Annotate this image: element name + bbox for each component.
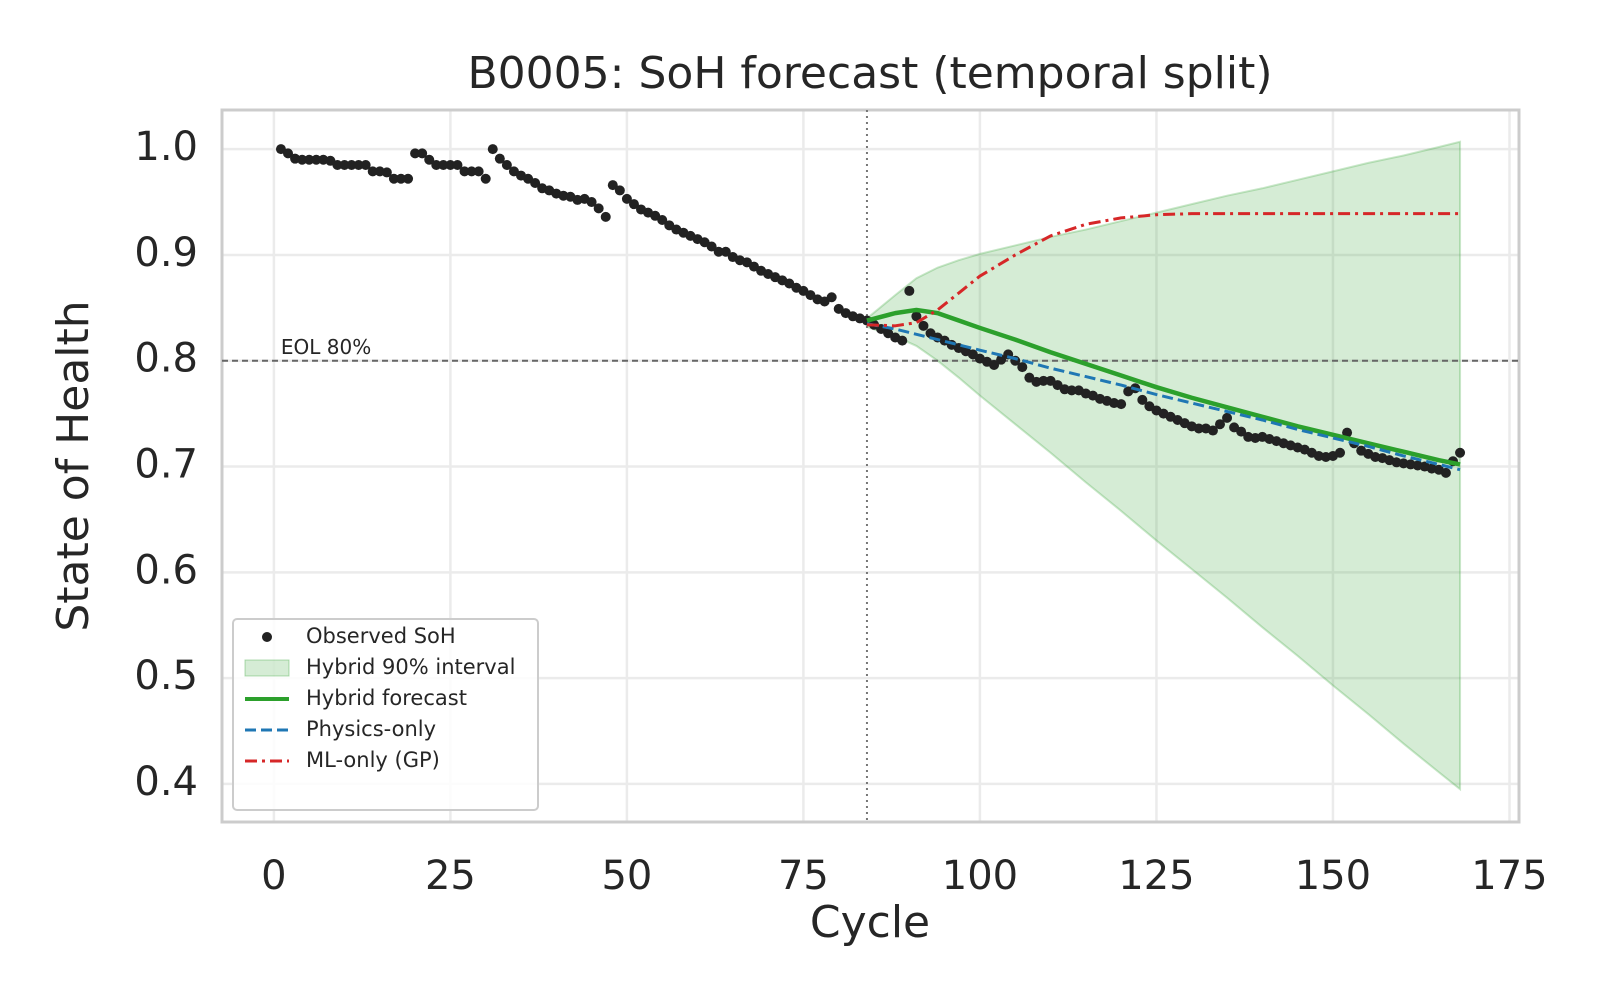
- y-tick-label: 0.7: [134, 442, 198, 488]
- legend-label: ML-only (GP): [306, 748, 440, 772]
- interval-band: [865, 140, 1462, 792]
- observed-point: [480, 173, 491, 184]
- observed-point: [904, 285, 915, 296]
- x-tick-label: 25: [425, 853, 476, 899]
- legend-label: Hybrid 90% interval: [306, 655, 515, 679]
- legend-label: Physics-only: [306, 717, 436, 741]
- forecast-line: [866, 212, 1461, 328]
- observed-point: [403, 173, 414, 184]
- observed-point: [487, 144, 498, 155]
- observed-point: [706, 241, 717, 252]
- x-tick-label: 50: [601, 853, 652, 899]
- y-tick-label: 0.5: [134, 653, 198, 699]
- observed-point: [1440, 467, 1451, 478]
- forecast-line: [866, 307, 1461, 467]
- observed-point: [996, 354, 1007, 365]
- observed-point: [367, 166, 378, 177]
- legend-label: Observed SoH: [306, 624, 456, 648]
- y-tick-label: 1.0: [134, 124, 198, 170]
- observed-point: [466, 166, 477, 177]
- observed-point: [600, 211, 611, 222]
- x-tick-label: 175: [1471, 853, 1547, 899]
- observed-point: [586, 197, 597, 208]
- y-tick-label: 0.9: [134, 230, 198, 276]
- plot-frame: [220, 108, 1521, 824]
- observed-point: [1137, 394, 1148, 405]
- y-tick-label: 0.4: [134, 759, 198, 805]
- observed-point: [720, 246, 731, 257]
- observed-point: [989, 359, 1000, 370]
- observed-point: [713, 246, 724, 257]
- observed-point: [494, 153, 505, 164]
- observed-point: [918, 320, 929, 331]
- observed-point: [395, 173, 406, 184]
- y-tick-label: 0.8: [134, 336, 198, 382]
- observed-point: [1038, 375, 1049, 386]
- observed-point: [311, 154, 322, 165]
- observed-point: [1207, 425, 1218, 436]
- observed-point: [410, 148, 421, 159]
- observed-point: [897, 335, 908, 346]
- legend-swatch: [244, 659, 290, 677]
- observed-point: [445, 160, 456, 171]
- x-axis-label: Cycle: [810, 897, 930, 948]
- observed-point: [381, 167, 392, 178]
- observed-point: [297, 154, 308, 165]
- x-tick-label: 0: [261, 853, 286, 899]
- observed-point: [346, 160, 357, 171]
- observed-point: [1116, 399, 1127, 410]
- x-tick-label: 100: [942, 853, 1018, 899]
- observed-point: [593, 203, 604, 214]
- observed-point: [1236, 426, 1247, 437]
- y-axis-label: State of Health: [48, 300, 99, 631]
- observed-point: [657, 215, 668, 226]
- observed-point: [1017, 362, 1028, 373]
- x-tick-label: 150: [1295, 853, 1371, 899]
- observed-point: [628, 199, 639, 210]
- observed-point: [431, 160, 442, 171]
- observed-point: [911, 311, 922, 322]
- legend-label: Hybrid forecast: [306, 686, 467, 710]
- observed-point: [1214, 419, 1225, 430]
- x-tick-label: 75: [778, 853, 829, 899]
- observed-point: [459, 166, 470, 177]
- observed-point: [501, 160, 512, 171]
- legend: Observed SoH Hybrid 90% interval Hybrid fo…: [232, 618, 539, 811]
- legend-swatch: [262, 632, 272, 642]
- observed-point: [1335, 447, 1346, 458]
- observed-point: [353, 160, 364, 171]
- observed-point: [339, 160, 350, 171]
- observed-point: [388, 173, 399, 184]
- observed-point: [473, 166, 484, 177]
- observed-point: [530, 177, 541, 188]
- forecast-line: [866, 322, 1461, 472]
- chart-title: B0005: SoH forecast (temporal split): [468, 48, 1273, 99]
- observed-point: [826, 292, 837, 303]
- observed-point: [1455, 447, 1466, 458]
- observed-point: [1342, 427, 1353, 438]
- observed-point: [621, 193, 632, 204]
- observed-point: [452, 160, 463, 171]
- x-tick-label: 125: [1118, 853, 1194, 899]
- observed-point: [438, 160, 449, 171]
- eol-label: EOL 80%: [281, 335, 371, 359]
- observed-point: [417, 148, 428, 159]
- observed-point: [304, 154, 315, 165]
- observed-point: [1193, 423, 1204, 434]
- observed-point: [360, 160, 371, 171]
- legend-box: [232, 618, 539, 811]
- observed-point: [1066, 385, 1077, 396]
- observed-point: [332, 160, 343, 171]
- observed-point: [283, 148, 294, 159]
- observed-point: [1222, 412, 1233, 423]
- observed-point: [607, 180, 618, 191]
- y-tick-label: 0.6: [134, 547, 198, 593]
- observed-point: [424, 154, 435, 165]
- observed-point: [614, 185, 625, 196]
